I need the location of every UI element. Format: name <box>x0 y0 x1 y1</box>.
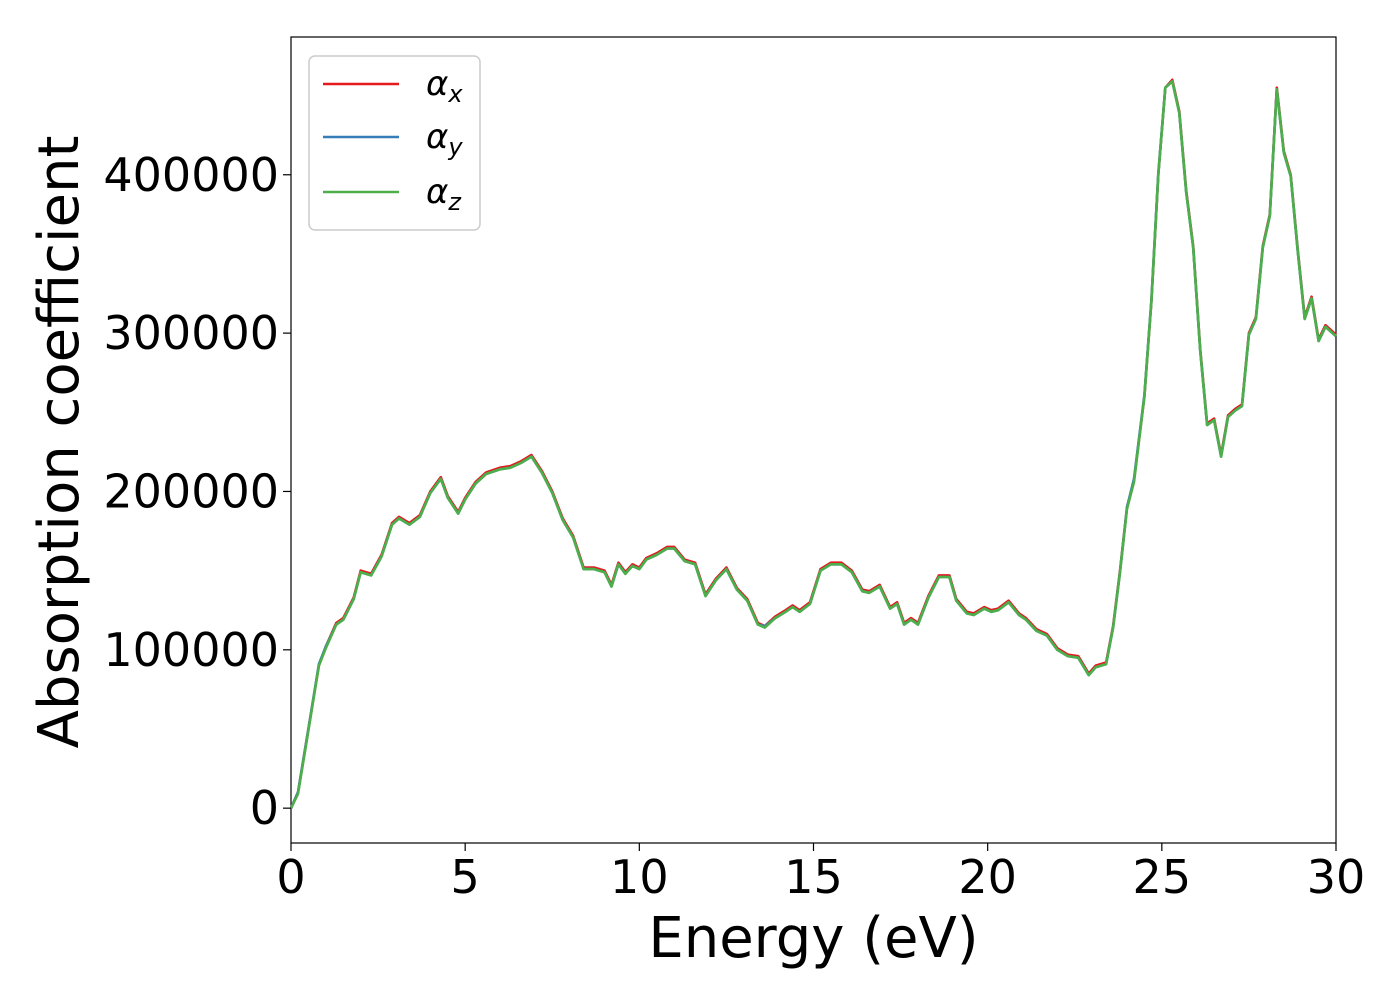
legend: αx αy αz <box>308 55 481 231</box>
y-tick-label: 300000 <box>103 306 279 360</box>
y-tick-label: 100000 <box>103 623 279 677</box>
legend-label-1: αx <box>426 64 463 108</box>
y-tick-label: 200000 <box>103 464 279 518</box>
x-tick-label: 30 <box>1307 850 1366 904</box>
legend-label-2: αy <box>426 117 463 161</box>
series-line-3 <box>289 80 1337 809</box>
x-tick-label: 25 <box>1133 850 1192 904</box>
legend-label-3: αz <box>426 172 462 216</box>
y-axis-label: Absorption coefficient <box>27 136 92 749</box>
legend-box <box>308 55 481 231</box>
x-tick-label: 5 <box>451 850 480 904</box>
y-tick-label: 0 <box>250 781 279 835</box>
x-tick-label: 0 <box>276 850 305 904</box>
x-tick-label: 20 <box>958 850 1017 904</box>
y-axis: 0 100000 200000 300000 400000 <box>103 148 291 835</box>
x-axis-label: Energy (eV) <box>648 906 978 971</box>
x-axis: 0 5 10 15 20 25 30 <box>276 843 1365 904</box>
y-tick-label: 400000 <box>103 148 279 202</box>
x-tick-label: 15 <box>784 850 843 904</box>
x-tick-label: 10 <box>610 850 669 904</box>
series-layer <box>289 78 1337 809</box>
